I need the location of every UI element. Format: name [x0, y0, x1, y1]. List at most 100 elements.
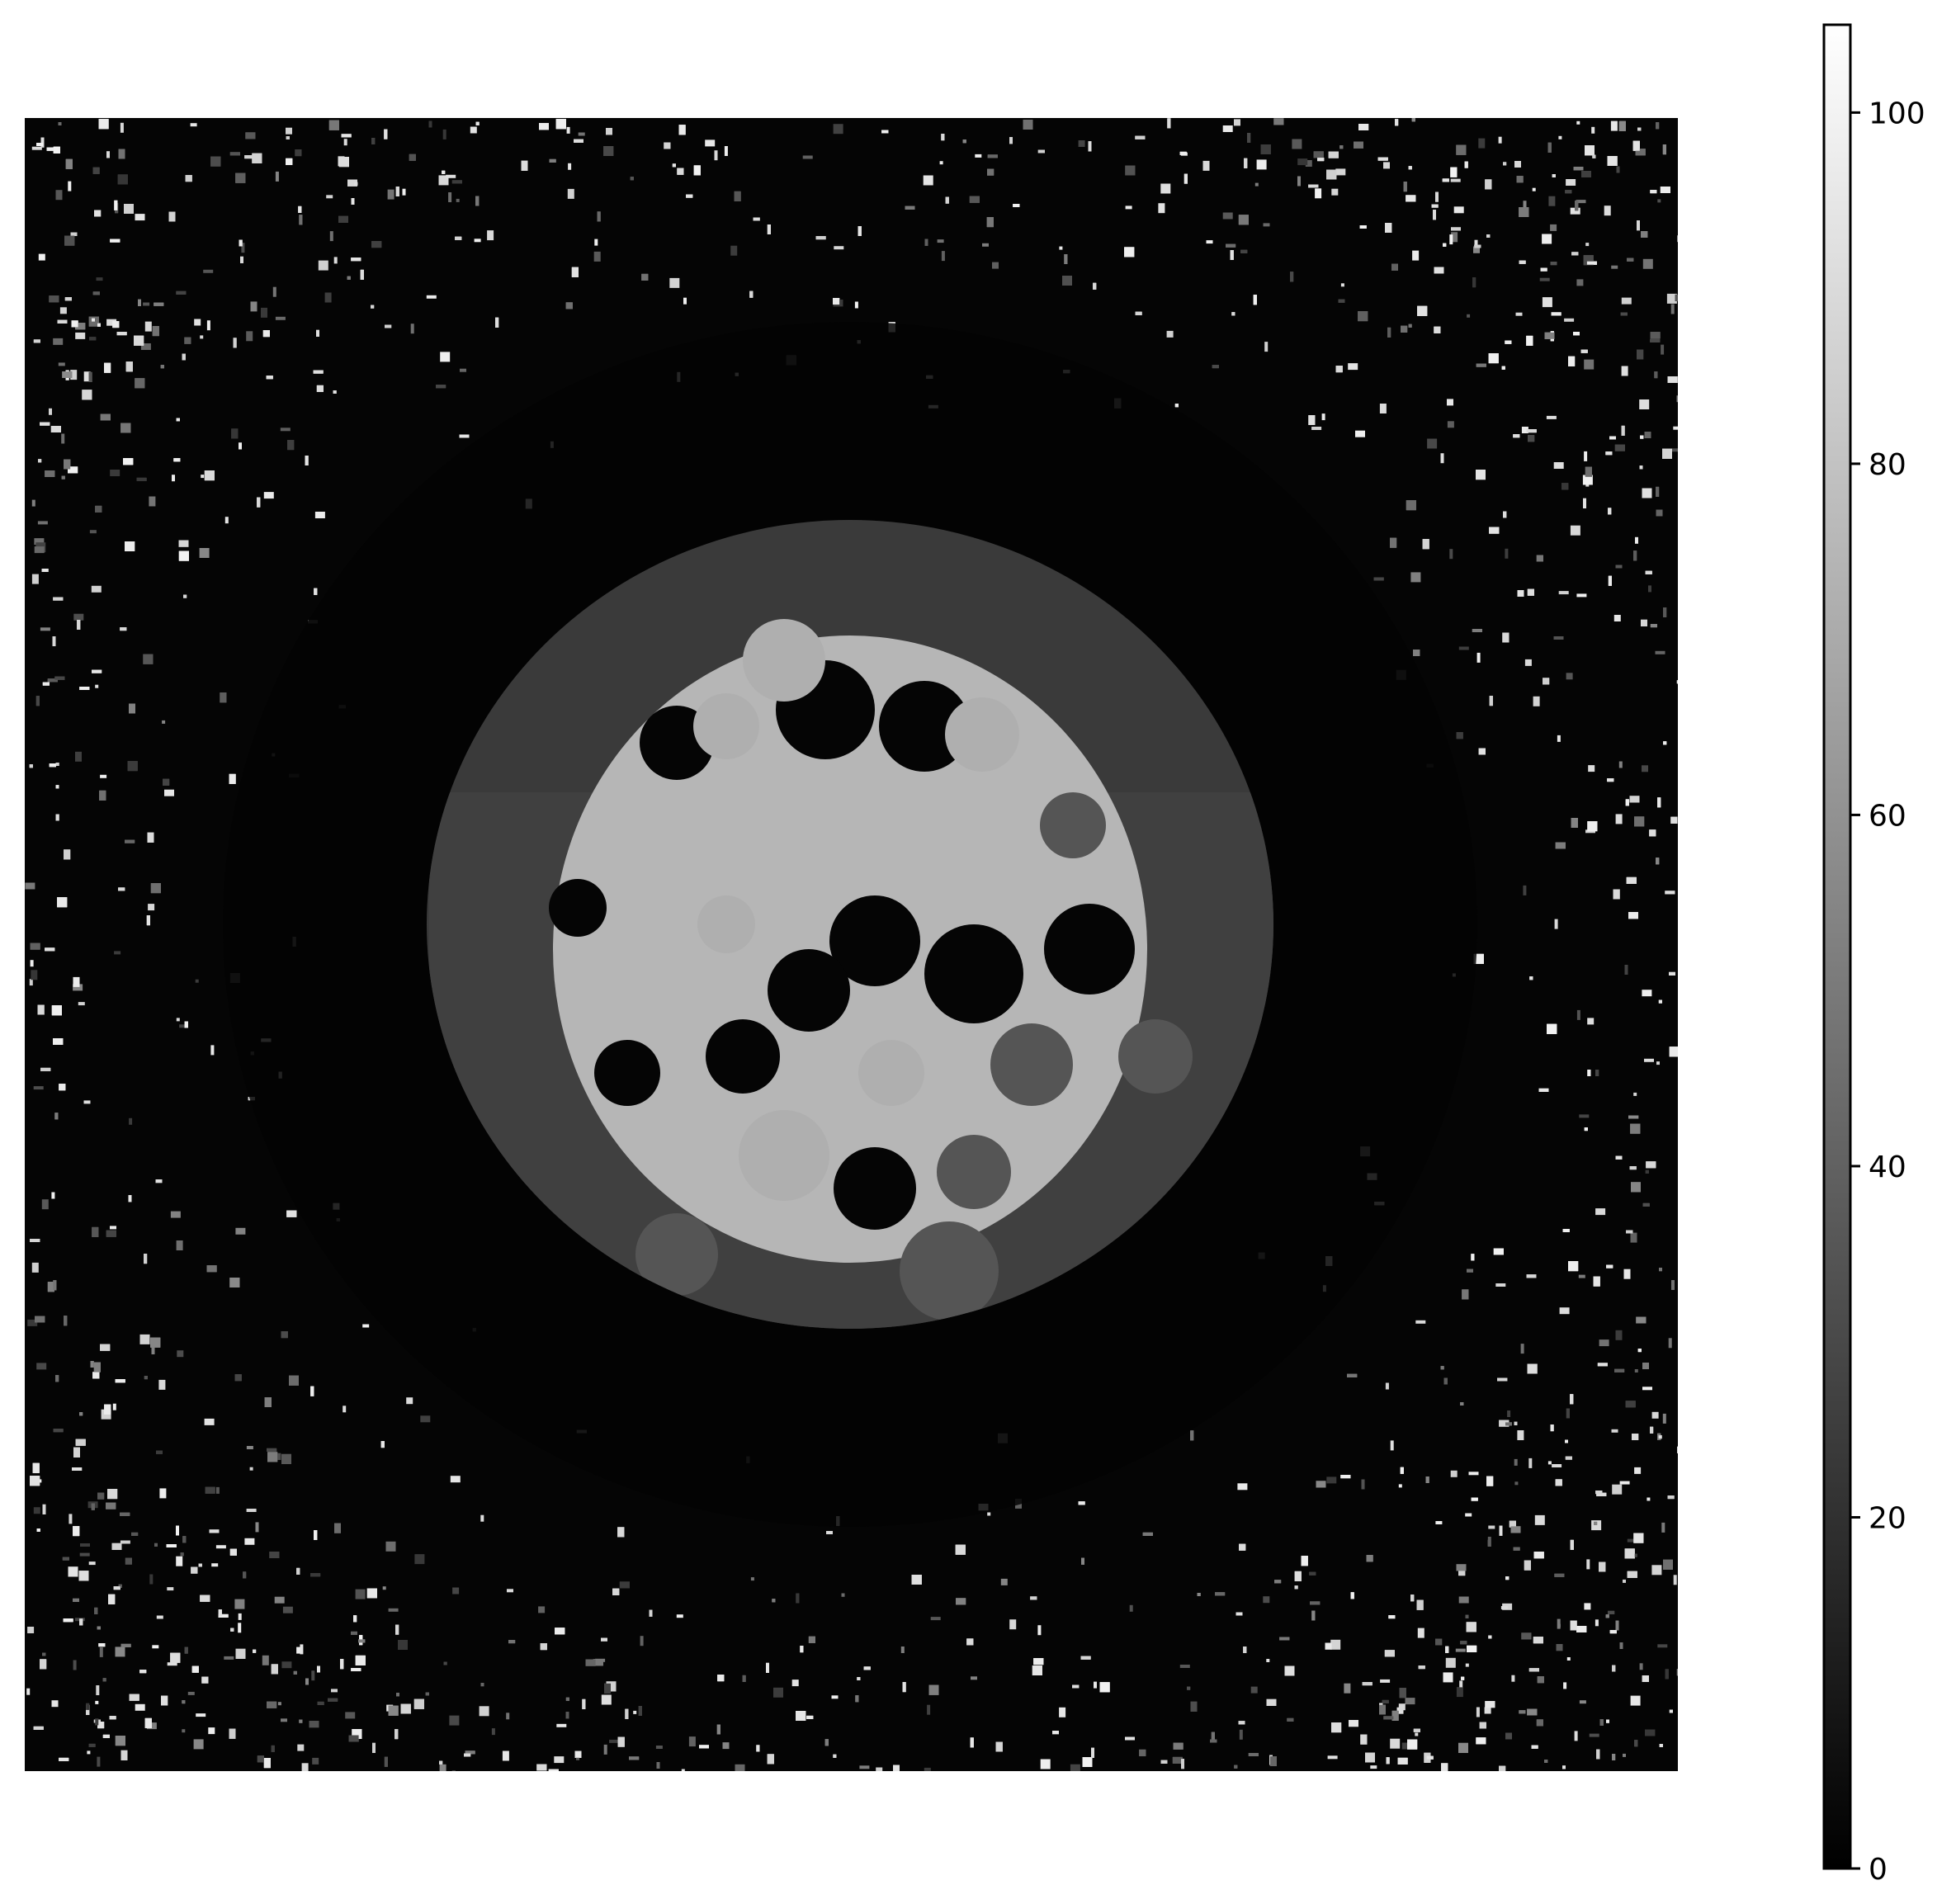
speckle [184, 338, 191, 344]
speckle [120, 1513, 130, 1516]
speckle [1562, 1765, 1566, 1769]
speckle [1561, 483, 1568, 489]
speckle [1628, 1571, 1637, 1578]
speckle [1489, 527, 1499, 534]
speckle [1415, 1321, 1425, 1324]
speckle [1524, 201, 1527, 207]
speckle [181, 1552, 184, 1556]
speckle [1566, 1457, 1572, 1460]
speckle [1514, 1422, 1518, 1425]
speckle [1072, 1685, 1079, 1689]
speckle [1567, 1657, 1571, 1661]
speckle [640, 1636, 644, 1646]
disc-blob [706, 1019, 780, 1094]
speckle [656, 1746, 663, 1749]
speckle [1328, 1755, 1338, 1759]
speckle [351, 257, 361, 261]
speckle [806, 1716, 813, 1719]
speckle [389, 1609, 399, 1612]
speckle [451, 1476, 461, 1482]
speckle [1467, 1269, 1473, 1273]
speckle [1656, 651, 1665, 654]
speckle [334, 257, 338, 263]
speckle [358, 1639, 365, 1642]
speckle [149, 497, 155, 507]
speckle [1351, 1592, 1354, 1599]
speckle [1591, 127, 1595, 134]
speckle [1642, 1387, 1652, 1390]
speckle [1395, 119, 1398, 125]
speckle [1472, 1498, 1478, 1501]
speckle [356, 1656, 366, 1665]
speckle [1557, 1644, 1563, 1651]
speckle [1126, 206, 1132, 209]
speckle [925, 239, 928, 246]
speckle [1322, 413, 1325, 420]
speckle [1609, 576, 1612, 586]
speckle [35, 1316, 45, 1323]
speckle [103, 1678, 106, 1681]
speckle [1661, 1523, 1665, 1533]
speckle [971, 1737, 974, 1747]
speckle [1640, 465, 1643, 469]
speckle [169, 212, 176, 222]
speckle [931, 1617, 941, 1620]
speckle [449, 1716, 459, 1726]
speckle [800, 1646, 803, 1652]
speckle [1379, 1705, 1386, 1715]
speckle [492, 1728, 495, 1735]
speckle [1190, 1430, 1193, 1440]
speckle [1457, 1564, 1467, 1571]
speckle [522, 161, 528, 171]
speckle [1677, 1669, 1680, 1675]
speckle [95, 1701, 98, 1704]
speckle [1329, 152, 1339, 158]
speckle [182, 1700, 185, 1703]
speckle [1390, 538, 1396, 548]
speckle [1503, 512, 1506, 518]
speckle [354, 182, 357, 186]
speckle [1485, 1701, 1495, 1708]
speckle [286, 1211, 296, 1217]
speckle [77, 620, 80, 630]
speckle [54, 677, 64, 680]
speckle [1505, 1733, 1512, 1740]
speckle [1623, 1754, 1626, 1757]
speckle [1450, 168, 1457, 177]
speckle [32, 574, 39, 584]
speckle [1476, 1708, 1480, 1717]
speckle [1616, 1621, 1619, 1631]
speckle [1013, 204, 1019, 207]
speckle [1399, 1484, 1402, 1487]
speckle [78, 1002, 85, 1005]
speckle [52, 1005, 62, 1015]
speckle [1643, 1203, 1650, 1207]
speckle [1612, 1485, 1622, 1495]
speckle [1474, 245, 1481, 248]
speckle [480, 1515, 484, 1522]
speckle [281, 1661, 291, 1668]
speckle [1554, 462, 1564, 469]
speckle [1669, 1338, 1672, 1348]
speckle [118, 887, 125, 891]
speckle [116, 1736, 125, 1746]
speckle [1326, 1476, 1336, 1483]
speckle [353, 1615, 357, 1622]
speckle [57, 897, 67, 907]
speckle [381, 1441, 385, 1448]
speckle [69, 1566, 78, 1576]
speckle [90, 530, 97, 533]
speckle [1516, 313, 1523, 316]
speckle [912, 1575, 922, 1585]
speckle [1626, 1401, 1636, 1407]
speckle [1521, 1632, 1531, 1639]
speckle [1556, 843, 1566, 849]
speckle [239, 240, 243, 247]
speckle [1677, 1447, 1684, 1453]
speckle [442, 171, 445, 174]
speckle [1091, 1748, 1094, 1758]
speckle [1502, 366, 1505, 370]
speckle [264, 492, 274, 498]
speckle [108, 1595, 115, 1604]
speckle [1576, 121, 1580, 125]
